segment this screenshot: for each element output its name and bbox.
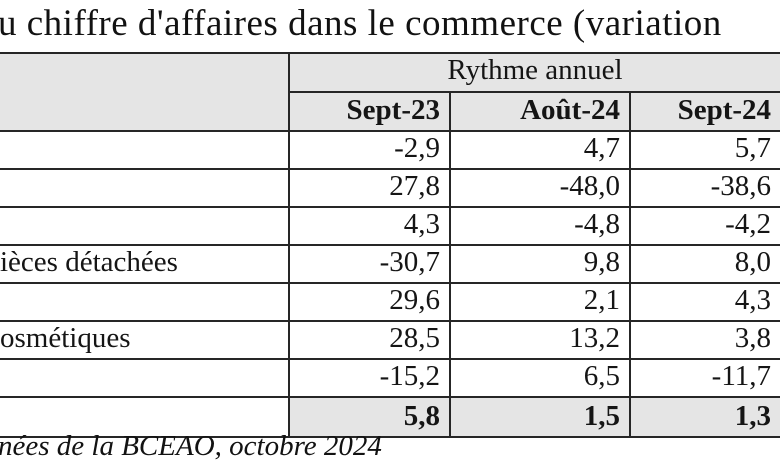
value-cell: -11,7 [628, 358, 780, 398]
table-row: ièces détachées -30,7 9,8 8,0 [0, 244, 780, 284]
table-row: -2,9 4,7 5,7 [0, 130, 780, 170]
total-value-cell: 1,5 [449, 396, 631, 438]
value-cell: 9,8 [449, 244, 631, 284]
value-cell: -2,9 [288, 130, 451, 170]
value-cell: 27,8 [288, 168, 451, 208]
row-label-cell: osmétiques [0, 320, 290, 360]
source-note: nées de la BCEAO, octobre 2024 [0, 430, 382, 462]
group-header-label: Rythme annuel [287, 52, 780, 93]
commerce-turnover-table: Rythme annuel Sept-23 Août-24 Sept-24 -2… [0, 52, 780, 438]
total-value-cell: 1,3 [628, 396, 780, 438]
table-row: 27,8 -48,0 -38,6 [0, 168, 780, 208]
value-cell: 28,5 [288, 320, 451, 360]
row-label-cell [0, 206, 290, 246]
page-title: u chiffre d'affaires dans le commerce (v… [0, 3, 722, 44]
total-row: 5,8 1,5 1,3 [0, 396, 780, 438]
table-row: 29,6 2,1 4,3 [0, 282, 780, 322]
row-label-cell [0, 130, 290, 170]
value-cell: -4,8 [449, 206, 631, 246]
table-row: 4,3 -4,8 -4,2 [0, 206, 780, 246]
corner-header-cell [0, 52, 290, 132]
value-cell: -15,2 [288, 358, 451, 398]
row-label-cell [0, 282, 290, 322]
value-cell: -4,2 [628, 206, 780, 246]
row-label-cell [0, 358, 290, 398]
total-label-cell [0, 396, 290, 438]
value-cell: 4,7 [449, 130, 631, 170]
col-header-sept-24: Sept-24 [628, 91, 780, 132]
value-cell: -38,6 [628, 168, 780, 208]
value-cell: -30,7 [288, 244, 451, 284]
table-row: -15,2 6,5 -11,7 [0, 358, 780, 398]
header-group-row: Rythme annuel [0, 52, 780, 132]
value-cell: -48,0 [449, 168, 631, 208]
value-cell: 4,3 [288, 206, 451, 246]
row-label-cell: ièces détachées [0, 244, 290, 284]
value-cell: 5,7 [628, 130, 780, 170]
col-header-aout-24: Août-24 [449, 91, 631, 132]
value-cell: 8,0 [628, 244, 780, 284]
value-cell: 29,6 [288, 282, 451, 322]
table-row: osmétiques 28,5 13,2 3,8 [0, 320, 780, 360]
total-value-cell: 5,8 [288, 396, 451, 438]
value-cell: 13,2 [449, 320, 631, 360]
row-label-cell [0, 168, 290, 208]
col-header-sept-23: Sept-23 [288, 91, 451, 132]
value-cell: 3,8 [628, 320, 780, 360]
header-columns-row: Sept-23 Août-24 Sept-24 [0, 91, 780, 132]
value-cell: 4,3 [628, 282, 780, 322]
value-cell: 6,5 [449, 358, 631, 398]
value-cell: 2,1 [449, 282, 631, 322]
